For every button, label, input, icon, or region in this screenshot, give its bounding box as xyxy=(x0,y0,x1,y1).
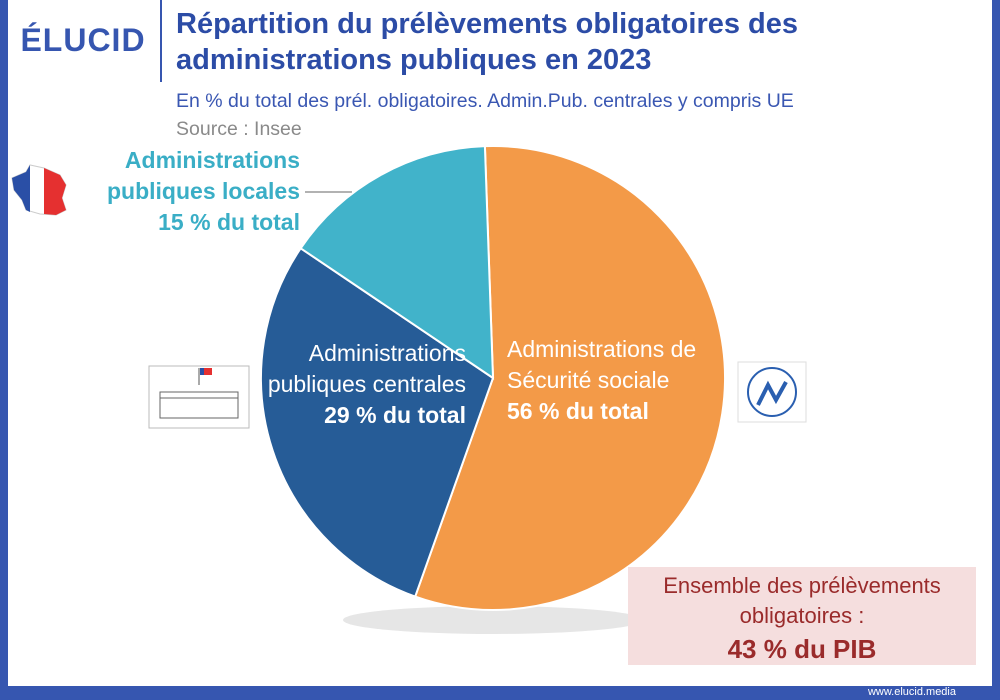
footer: www.elucid.media xyxy=(867,686,956,698)
pie-shadow xyxy=(343,606,643,634)
category-label: Administrations publiques locales xyxy=(107,147,300,204)
slice-label: Administrations de Sécurité sociale 56 % … xyxy=(507,334,722,427)
separator xyxy=(160,0,162,82)
brand-logo: ÉLUCID xyxy=(20,22,146,58)
value-label: 15 % du total xyxy=(158,209,300,235)
category-label: Administrations de Sécurité sociale xyxy=(507,336,697,393)
value-label: 56 % du total xyxy=(507,398,649,424)
value-label: 29 % du total xyxy=(324,402,466,428)
building-icon xyxy=(148,365,250,429)
pie-slice xyxy=(299,145,495,380)
annotation: 43 % du PIB xyxy=(727,634,877,664)
secu-icon xyxy=(737,361,807,423)
chart-title: Répartition du prélèvements obligatoires… xyxy=(176,8,799,76)
chart-subtitle: En % du total des prél. obligatoires. Ad… xyxy=(176,90,794,112)
chart-source: Source : Insee xyxy=(176,118,302,140)
annotation-box: Ensemble des prélèvements obligatoires :… xyxy=(628,567,976,665)
slice-label: Administrations publiques locales 15 % du… xyxy=(60,145,300,238)
category-label: Administrations publiques centrales xyxy=(267,340,466,397)
slice-label: Administrations publiques centrales 29 % … xyxy=(246,338,466,431)
pie-slice xyxy=(260,246,495,598)
france-icon xyxy=(11,164,67,216)
pie xyxy=(260,145,726,611)
pie-slice xyxy=(413,145,726,611)
annotation: Ensemble des prélèvements obligatoires : xyxy=(663,573,941,628)
